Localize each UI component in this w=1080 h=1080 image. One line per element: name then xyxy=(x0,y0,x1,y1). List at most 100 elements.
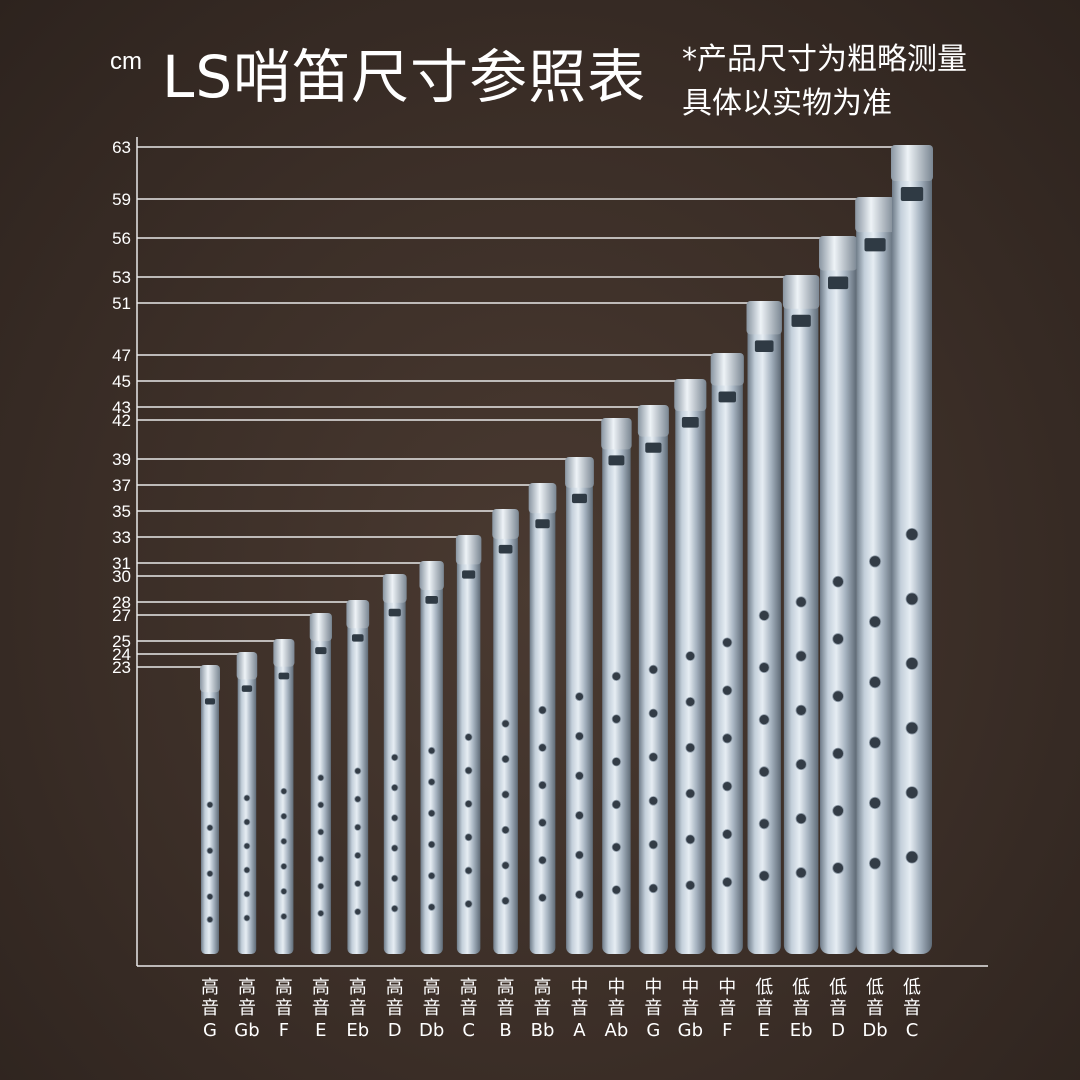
gridlines xyxy=(137,146,928,668)
register-char-2: 音 xyxy=(386,998,404,1019)
y-tick-25: 25 xyxy=(112,632,131,651)
register-char-2: 音 xyxy=(903,998,921,1019)
key-label: Ab xyxy=(605,1020,629,1041)
whistle-bars xyxy=(200,145,933,954)
key-label: Gb xyxy=(678,1020,703,1041)
register-char-1: 高 xyxy=(497,977,515,998)
key-label: E xyxy=(759,1020,770,1041)
category-label-3: 高音E xyxy=(312,977,330,1041)
category-label-0: 高音G xyxy=(201,977,219,1041)
y-tick-24: 24 xyxy=(112,645,131,664)
key-label: Bb xyxy=(531,1020,555,1041)
register-char-2: 音 xyxy=(866,998,884,1019)
whistle-bar-11 xyxy=(601,418,632,954)
register-char-1: 中 xyxy=(681,977,699,998)
register-char-1: 中 xyxy=(644,977,662,998)
register-char-2: 音 xyxy=(792,998,810,1019)
y-tick-53: 53 xyxy=(112,268,131,287)
category-label-7: 高音C xyxy=(460,977,478,1041)
key-label: D xyxy=(388,1020,402,1041)
register-char-1: 低 xyxy=(903,977,921,998)
register-char-2: 音 xyxy=(607,998,625,1019)
register-char-2: 音 xyxy=(238,998,256,1019)
y-tick-30: 30 xyxy=(112,567,131,586)
y-tick-45: 45 xyxy=(112,372,131,391)
y-tick-27: 27 xyxy=(112,606,131,625)
category-label-14: 中音F xyxy=(718,977,736,1041)
register-char-2: 音 xyxy=(349,998,367,1019)
key-label: Gb xyxy=(234,1020,259,1041)
axes xyxy=(136,137,988,967)
chart-title: LS哨笛尺寸参照表 xyxy=(162,43,647,111)
register-char-2: 音 xyxy=(201,998,219,1019)
register-char-2: 音 xyxy=(755,998,773,1019)
x-category-labels: 高音G高音Gb高音F高音E高音Eb高音D高音Db高音C高音B高音Bb中音A中音A… xyxy=(201,977,921,1041)
register-char-1: 高 xyxy=(238,977,256,998)
register-char-1: 高 xyxy=(312,977,330,998)
key-label: A xyxy=(573,1020,586,1041)
register-char-2: 音 xyxy=(644,998,662,1019)
key-label: C xyxy=(462,1020,475,1041)
whistle-bar-19 xyxy=(891,145,933,954)
whistle-bar-0 xyxy=(200,665,220,954)
whistle-bar-5 xyxy=(382,574,407,954)
register-char-2: 音 xyxy=(534,998,552,1019)
y-tick-33: 33 xyxy=(112,528,131,547)
y-tick-51: 51 xyxy=(112,294,131,313)
key-label: E xyxy=(315,1020,326,1041)
whistle-bar-9 xyxy=(528,483,557,954)
category-label-19: 低音C xyxy=(903,977,921,1041)
category-label-17: 低音D xyxy=(829,977,847,1041)
whistle-bar-14 xyxy=(710,353,744,954)
note-line-1: *产品尺寸为粗略测量 xyxy=(682,42,967,77)
register-char-2: 音 xyxy=(570,998,588,1019)
category-label-5: 高音D xyxy=(386,977,404,1041)
register-char-1: 高 xyxy=(201,977,219,998)
whistle-bar-10 xyxy=(565,457,594,954)
register-char-2: 音 xyxy=(312,998,330,1019)
unit-label: cm xyxy=(110,48,142,75)
register-char-2: 音 xyxy=(460,998,478,1019)
whistle-bar-6 xyxy=(419,561,444,954)
whistle-bar-16 xyxy=(782,275,820,954)
register-char-1: 高 xyxy=(349,977,367,998)
category-label-10: 中音A xyxy=(570,977,588,1041)
key-label: C xyxy=(906,1020,919,1041)
register-char-2: 音 xyxy=(275,998,293,1019)
register-char-1: 低 xyxy=(792,977,810,998)
y-tick-63: 63 xyxy=(112,138,131,157)
whistle-bar-2 xyxy=(273,639,295,954)
category-label-2: 高音F xyxy=(275,977,293,1041)
whistle-bar-7 xyxy=(455,535,482,954)
key-label: F xyxy=(722,1020,732,1041)
register-char-2: 音 xyxy=(423,998,441,1019)
whistle-bar-15 xyxy=(746,301,782,954)
whistle-bar-3 xyxy=(309,613,332,954)
whistle-bar-4 xyxy=(346,600,370,954)
whistle-bar-12 xyxy=(637,405,669,954)
category-label-15: 低音E xyxy=(755,977,773,1041)
register-char-1: 高 xyxy=(386,977,404,998)
y-tick-31: 31 xyxy=(112,554,131,573)
key-label: B xyxy=(499,1020,511,1041)
note-line-2: 具体以实物为准 xyxy=(682,86,892,121)
disclaimer-note: *产品尺寸为粗略测量 具体以实物为准 xyxy=(682,38,967,126)
register-char-1: 中 xyxy=(718,977,736,998)
y-tick-59: 59 xyxy=(112,190,131,209)
register-char-2: 音 xyxy=(681,998,699,1019)
key-label: Eb xyxy=(790,1020,813,1041)
register-char-1: 低 xyxy=(866,977,884,998)
register-char-2: 音 xyxy=(497,998,515,1019)
key-label: F xyxy=(279,1020,289,1041)
key-label: G xyxy=(646,1020,660,1041)
whistle-bar-17 xyxy=(819,236,858,954)
register-char-1: 低 xyxy=(755,977,773,998)
